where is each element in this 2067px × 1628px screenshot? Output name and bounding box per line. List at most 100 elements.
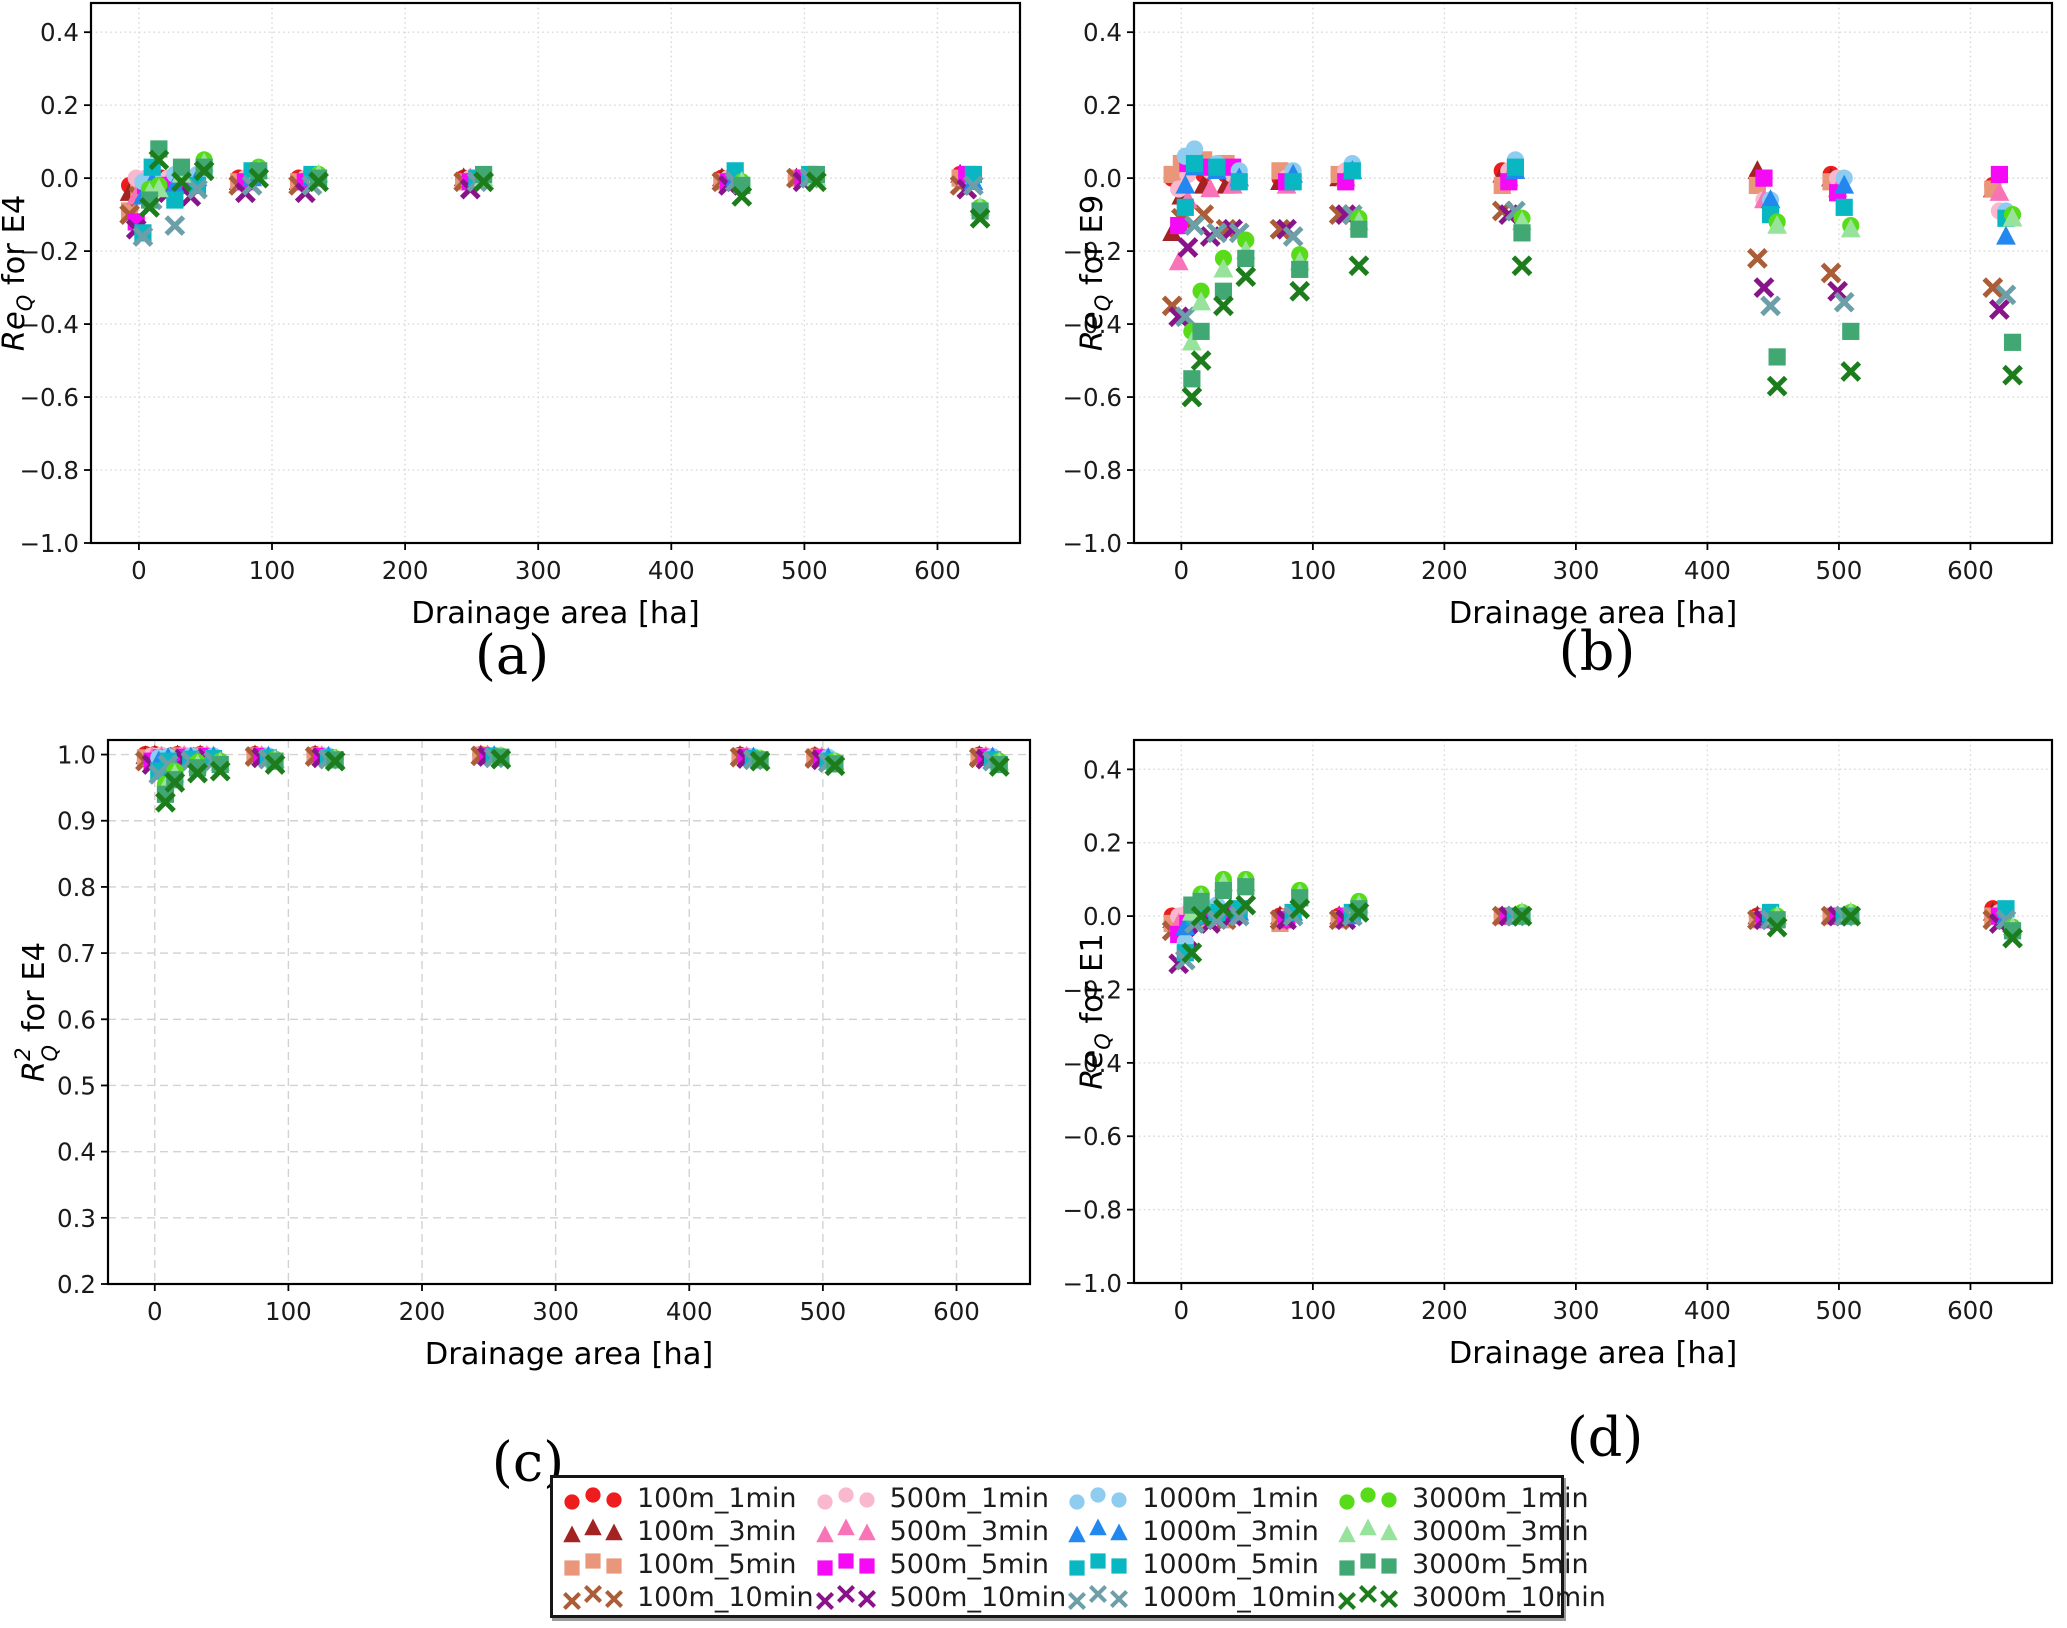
data-point: [1768, 348, 1786, 366]
data-point: [1192, 322, 1210, 340]
data-point: [2002, 927, 2023, 949]
y-tick-label: −0.6: [1063, 1122, 1123, 1151]
data-point: [583, 1584, 603, 1603]
y-tick-label: −0.4: [1063, 1049, 1123, 1078]
legend-entry-label: 1000m_5min: [1142, 1549, 1319, 1580]
data-point: [1192, 282, 1210, 300]
legend-entry: 100m_10min: [561, 1581, 814, 1614]
x-tick-label: 400: [648, 556, 695, 585]
x-tick-label: 400: [666, 1297, 713, 1326]
data-point: [1181, 386, 1203, 408]
x-tick-label: 300: [515, 556, 562, 585]
data-point: [815, 1525, 834, 1542]
y-tick-label: 0.4: [57, 1138, 96, 1167]
x-tick-label: 500: [1816, 556, 1863, 585]
data-point: [1338, 1591, 1357, 1610]
data-point: [1513, 224, 1531, 242]
legend-marker-circle-icon: [817, 1486, 875, 1510]
data-point: [1170, 216, 1188, 235]
x-tick-label: 600: [914, 556, 961, 585]
data-point: [2003, 333, 2022, 351]
y-tick-label: 0.9: [57, 807, 96, 836]
x-axis-label: Drainage area [ha]: [1449, 596, 1738, 631]
data-point: [188, 176, 207, 195]
data-point: [1206, 222, 1228, 244]
legend-marker-square-icon: [1339, 1552, 1397, 1576]
data-point: [1339, 1493, 1355, 1510]
data-point: [857, 1523, 876, 1540]
data-point: [1181, 331, 1202, 351]
data-point: [164, 215, 186, 236]
data-point: [1237, 878, 1255, 896]
x-tick-label: 300: [532, 1297, 579, 1326]
data-point: [148, 149, 170, 171]
data-point: [1350, 900, 1368, 918]
axes-frame: [1132, 738, 2054, 1285]
x-tick-label: 300: [1553, 556, 1600, 585]
legend-entry-label: 500m_10min: [889, 1582, 1067, 1613]
data-point: [1111, 1557, 1127, 1574]
series-1000m_10min: [1174, 200, 2017, 328]
data-point: [585, 1552, 601, 1569]
legend-marker-triangle-icon: [1068, 1518, 1128, 1542]
data-point: [1168, 251, 1189, 271]
data-point: [836, 1584, 855, 1603]
legend-entry: 500m_3min: [814, 1515, 1067, 1548]
legend-entry-label: 3000m_1min: [1412, 1483, 1589, 1514]
data-point: [490, 748, 512, 770]
data-point: [1174, 306, 1196, 328]
legend-entry-label: 100m_1min: [637, 1483, 797, 1514]
legend-entry: 3000m_1min: [1336, 1482, 1606, 1515]
data-point: [1766, 916, 1788, 938]
y-tick-label: 0.3: [57, 1204, 96, 1233]
legend-entry: 1000m_5min: [1066, 1548, 1336, 1581]
data-point: [1381, 1491, 1397, 1508]
x-tick-label: 600: [1947, 1296, 1994, 1325]
data-point: [988, 756, 1010, 777]
data-point: [838, 1552, 854, 1569]
data-point: [1090, 1486, 1106, 1503]
x-tick-label: 100: [1289, 1296, 1336, 1325]
data-point: [1820, 262, 1842, 284]
data-point: [1213, 295, 1234, 317]
x-tick-label: 500: [1816, 1296, 1863, 1325]
x-tick-label: 0: [147, 1297, 163, 1326]
data-point: [1511, 905, 1533, 927]
data-point: [1192, 892, 1210, 911]
data-point: [857, 1589, 876, 1608]
legend-entry-label: 3000m_3min: [1412, 1516, 1589, 1547]
data-point: [859, 1491, 875, 1508]
y-tick-label: −0.4: [20, 310, 80, 339]
data-point: [1190, 905, 1212, 927]
data-point: [1767, 214, 1788, 234]
y-tick-label: 0.2: [1083, 91, 1122, 120]
series-500m_10min: [1168, 204, 2010, 328]
y-tick-label: −1.0: [1063, 1269, 1123, 1298]
legend-marker-triangle-icon: [563, 1518, 623, 1542]
data-point: [1840, 218, 1861, 238]
data-point: [815, 1591, 834, 1610]
x-axis-label: Drainage area [ha]: [425, 1337, 714, 1372]
legend-entry-label: 500m_5min: [889, 1549, 1050, 1580]
data-point: [1835, 198, 1853, 216]
data-point: [1230, 173, 1248, 191]
data-point: [1269, 218, 1291, 240]
data-point: [2002, 207, 2023, 227]
y-tick-label: −0.2: [20, 237, 80, 266]
y-axis-label: ReQ for E4: [0, 195, 37, 352]
data-point: [1834, 174, 1855, 194]
legend-entry: 3000m_10min: [1336, 1581, 1606, 1614]
y-tick-label: 0.4: [1083, 18, 1122, 47]
legend-entry-label: 1000m_3min: [1142, 1516, 1319, 1547]
legend-entry: 100m_3min: [561, 1515, 814, 1548]
data-point: [1228, 905, 1250, 927]
legend-marker-square-icon: [817, 1552, 875, 1576]
data-point: [1840, 361, 1862, 382]
data-point: [564, 1493, 580, 1510]
data-point: [1184, 215, 1205, 236]
data-point: [248, 167, 270, 189]
data-point: [1840, 905, 1862, 927]
data-point: [836, 1518, 855, 1535]
data-point: [309, 169, 328, 187]
series-3000m_5min: [140, 140, 989, 220]
